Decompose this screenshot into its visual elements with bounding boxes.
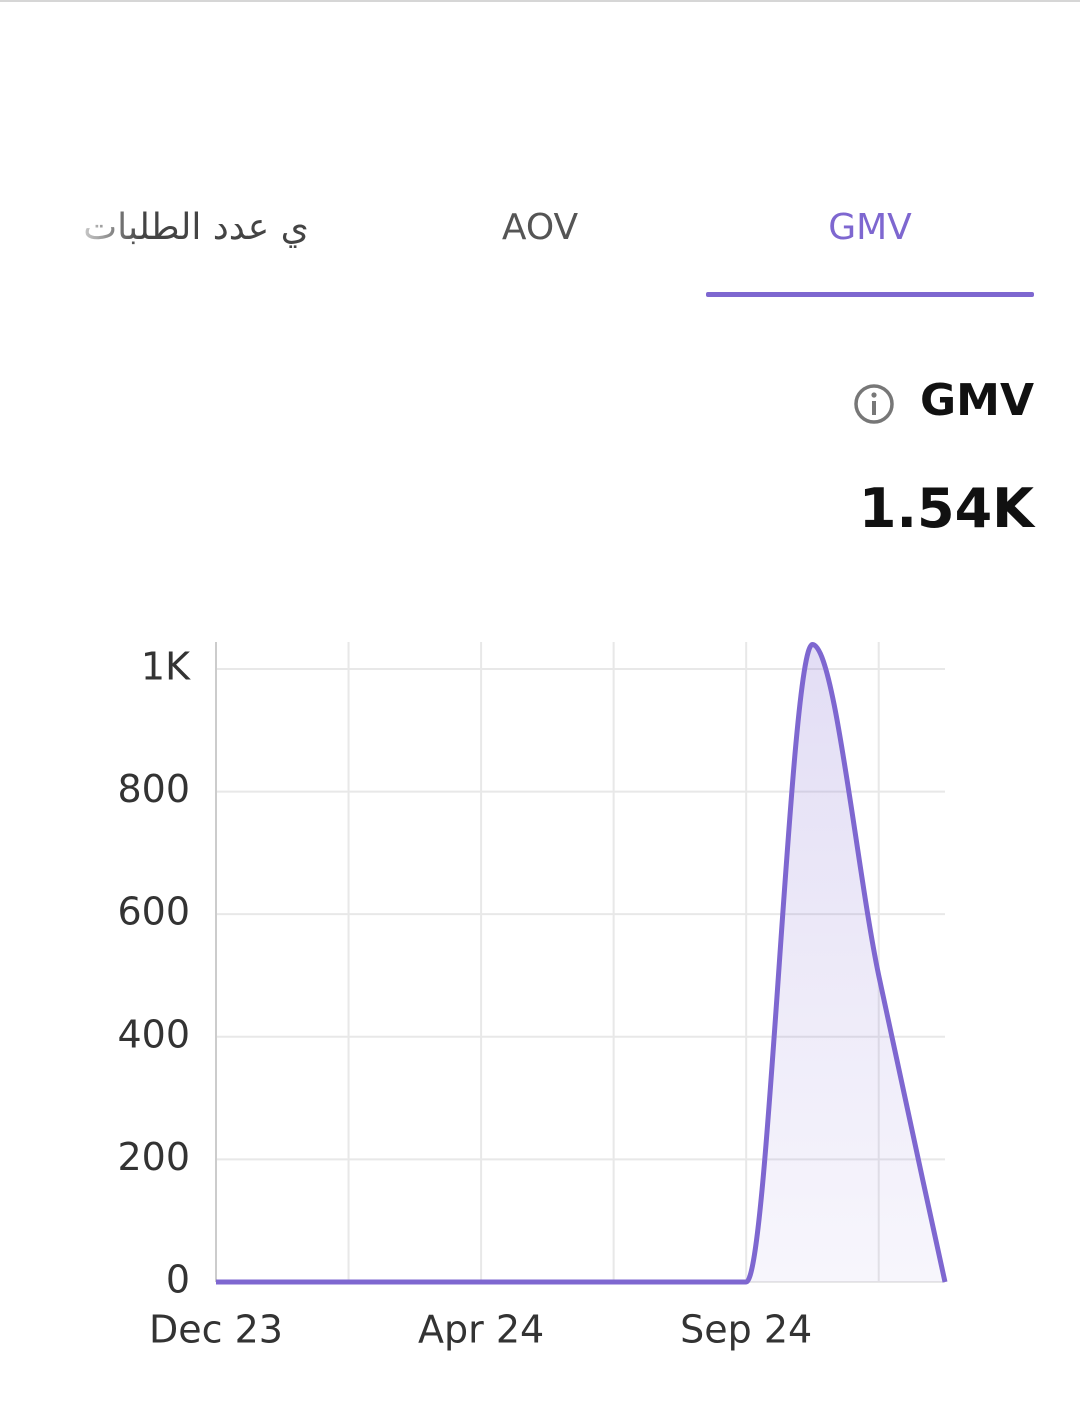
tab-indicator	[706, 292, 1034, 297]
y-tick-label: 400	[117, 1012, 190, 1056]
x-tick-label: Dec 23	[149, 1308, 283, 1352]
x-tick-label: Sep 24	[680, 1308, 812, 1352]
y-tick-label: 0	[166, 1258, 190, 1302]
y-tick-label: 200	[117, 1135, 190, 1179]
y-tick-label: 1K	[141, 644, 191, 688]
y-tick-label: 800	[117, 767, 190, 811]
y-tick-label: 600	[117, 890, 190, 934]
x-tick-label: Apr 24	[418, 1308, 544, 1352]
info-icon[interactable]	[852, 382, 896, 426]
tab-active[interactable]: GMV	[828, 207, 912, 248]
line	[215, 641, 948, 1285]
metric-name: GMV	[920, 375, 1034, 426]
metric-value: 1.54K	[858, 477, 1034, 540]
area-fill	[216, 644, 945, 1282]
tab[interactable]: AOV	[501, 207, 579, 248]
tab[interactable]: ي عدد الطلبات	[83, 207, 309, 248]
